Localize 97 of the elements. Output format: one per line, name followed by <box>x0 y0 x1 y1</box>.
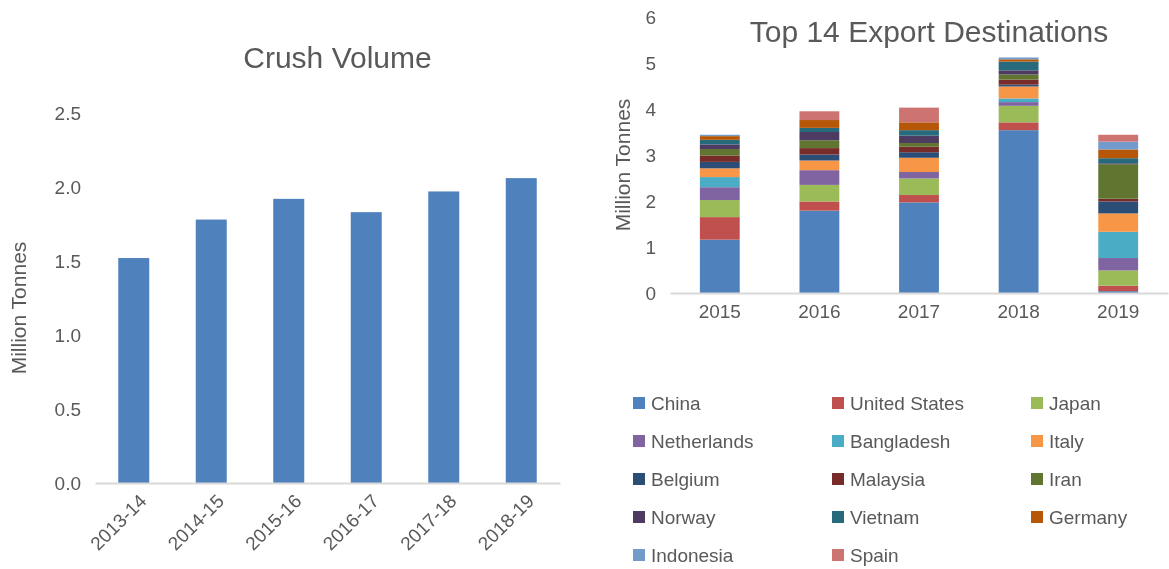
bar <box>998 70 1039 75</box>
legend-label: Japan <box>1049 393 1101 414</box>
bar <box>799 132 840 141</box>
bar <box>799 127 840 132</box>
y-tick-label: 1.5 <box>54 250 81 272</box>
y-tick-label: 4 <box>645 98 657 120</box>
legend-label: Italy <box>1049 431 1085 452</box>
bar <box>998 61 1039 71</box>
bar <box>899 178 939 196</box>
y-tick-label: 5 <box>645 52 656 74</box>
bar <box>998 86 1039 99</box>
legend-label: Belgium <box>651 469 720 490</box>
legend-label: Bangladesh <box>850 431 951 452</box>
bar <box>1098 141 1139 150</box>
bar <box>1098 270 1139 286</box>
bar <box>1098 258 1139 271</box>
bar <box>899 130 939 136</box>
chart-title: Top 14 Export Destinations <box>749 15 1109 48</box>
bar <box>699 168 740 178</box>
x-tick-label: 2016 <box>798 301 841 323</box>
x-tick-label: 2018 <box>997 301 1040 323</box>
bar <box>899 157 939 173</box>
bar <box>998 74 1039 80</box>
bar <box>273 198 305 483</box>
bar <box>899 146 939 153</box>
y-axis-title: Million Tonnes <box>7 241 30 375</box>
bar <box>998 122 1039 131</box>
bar <box>799 148 840 155</box>
legend-label: United States <box>850 393 965 414</box>
legend-label: Iran <box>1049 469 1082 490</box>
bar <box>899 172 939 179</box>
bar <box>998 130 1039 293</box>
y-tick-label: 0 <box>645 282 656 304</box>
bar <box>699 177 740 188</box>
bar <box>799 210 840 293</box>
bar <box>1098 134 1139 142</box>
bar <box>1098 213 1139 232</box>
bar <box>799 111 840 121</box>
y-tick-label: 0.5 <box>54 398 81 420</box>
legend-label: Norway <box>651 507 716 528</box>
legend-label: Germany <box>1049 507 1128 528</box>
y-tick-label: 2 <box>645 190 656 212</box>
y-tick-label: 1 <box>645 236 656 258</box>
chart-title: Crush Volume <box>243 41 432 74</box>
legend-label: Netherlands <box>651 431 754 452</box>
bar <box>998 102 1039 106</box>
bar <box>699 217 740 240</box>
bar <box>1098 231 1139 259</box>
bar <box>799 120 840 128</box>
bar <box>699 161 740 169</box>
bar <box>899 143 939 147</box>
bar <box>1098 164 1139 199</box>
bar <box>350 212 382 483</box>
y-axis-title: Million Tonnes <box>611 98 634 232</box>
y-tick-label: 6 <box>645 6 656 28</box>
bar <box>505 178 537 483</box>
bar <box>195 219 227 483</box>
y-tick-label: 1.0 <box>54 324 81 346</box>
y-tick-label: 2.5 <box>54 102 81 124</box>
bar <box>899 135 939 144</box>
bar <box>799 201 840 211</box>
bar <box>699 200 740 218</box>
bar <box>799 170 840 185</box>
legend-label: Vietnam <box>850 507 920 528</box>
bar <box>799 160 840 171</box>
bar <box>799 140 840 149</box>
bar <box>699 187 740 201</box>
y-tick-label: 3 <box>645 144 656 166</box>
legend-label: Indonesia <box>651 545 734 566</box>
bar <box>998 79 1039 85</box>
bar <box>998 98 1039 103</box>
x-tick-label: 2015 <box>698 301 741 323</box>
y-tick-label: 2.0 <box>54 176 81 198</box>
bar <box>428 191 460 483</box>
legend-label: Malaysia <box>850 469 926 490</box>
x-tick-label: 2017 <box>897 301 941 323</box>
bar <box>1098 201 1139 214</box>
bar <box>1098 158 1139 164</box>
bar <box>799 154 840 161</box>
bar <box>118 258 150 483</box>
bar <box>899 107 939 123</box>
bar <box>899 195 939 203</box>
bar <box>699 149 740 156</box>
x-tick-label: 2019 <box>1097 301 1140 323</box>
bar <box>899 152 939 158</box>
bar <box>799 184 840 202</box>
bar <box>1098 149 1139 159</box>
legend-label: Spain <box>850 545 899 566</box>
bar <box>699 144 740 150</box>
bar <box>699 239 740 293</box>
bar <box>899 122 939 131</box>
bar <box>699 155 740 162</box>
bar <box>998 105 1039 123</box>
bar <box>1098 285 1139 292</box>
legend-label: China <box>651 393 702 414</box>
bar <box>899 202 939 293</box>
y-tick-label: 0.0 <box>54 472 81 494</box>
